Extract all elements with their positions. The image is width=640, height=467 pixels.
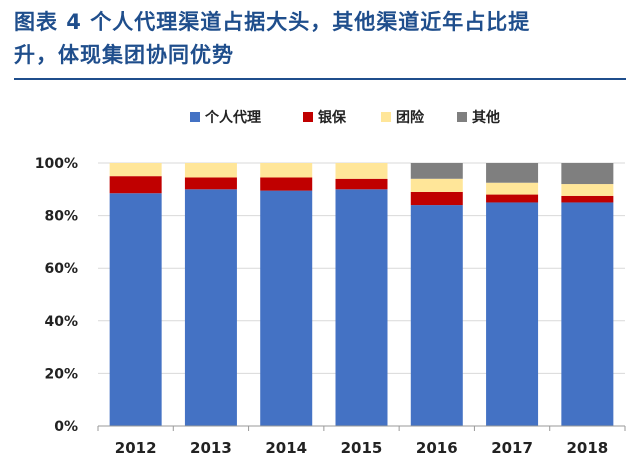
legend-swatch (190, 112, 200, 122)
legend-swatch (303, 112, 313, 122)
figure-heading-line-2: 升，体现集团协同优势 (14, 43, 234, 67)
bar-segment-2014 (260, 190, 313, 426)
x-tick-label: 2016 (416, 439, 458, 457)
bar-segment-2014 (260, 177, 313, 191)
y-axis: 0% 20% 40% 60% 80% 100% (35, 156, 78, 435)
x-tick-label: 2017 (491, 439, 533, 457)
figure-heading: 图表 4 个人代理渠道占据大头，其他渠道近年占比提 升，体现集团协同优势 (14, 6, 626, 72)
bar-segment-2016 (410, 163, 463, 179)
x-tick-label: 2015 (341, 439, 383, 457)
bar-segment-2016 (410, 205, 463, 426)
y-tick-label: 100% (35, 156, 78, 172)
x-tick-label: 2018 (566, 439, 608, 457)
x-tick-label: 2012 (115, 439, 157, 457)
bar-segment-2015 (335, 178, 388, 190)
bar-segment-2015 (335, 163, 388, 179)
bar-segment-2017 (486, 202, 539, 426)
bar-segment-2018 (561, 184, 614, 196)
bar-segment-2016 (410, 178, 463, 192)
y-tick-label: 0% (54, 419, 78, 435)
bar-segment-2012 (109, 193, 162, 426)
legend: 个人代理 银保 团险 其他 (190, 109, 500, 126)
x-tick-label: 2013 (190, 439, 232, 457)
legend-label: 其他 (472, 109, 500, 126)
bar-segment-2018 (561, 163, 614, 185)
y-tick-label: 60% (44, 261, 78, 277)
legend-label: 银保 (318, 109, 347, 126)
y-tick-label: 40% (44, 314, 78, 330)
bar-segment-2014 (260, 163, 313, 178)
bar-segment-2013 (184, 189, 237, 426)
heading-divider (14, 78, 626, 80)
bar-series (109, 163, 614, 426)
bar-segment-2013 (184, 177, 237, 190)
bar-segment-2018 (561, 195, 614, 203)
legend-swatch (381, 112, 391, 122)
bar-segment-2017 (486, 194, 539, 203)
bar-segment-2015 (335, 189, 388, 426)
x-axis: 2012 2013 2014 2015 2016 2017 2018 (97, 425, 626, 457)
figure-heading-line-1: 图表 4 个人代理渠道占据大头，其他渠道近年占比提 (14, 10, 531, 34)
legend-swatch (457, 112, 467, 122)
legend-label: 团险 (396, 109, 425, 126)
bar-segment-2012 (109, 176, 162, 194)
bar-segment-2012 (109, 163, 162, 177)
bar-segment-2016 (410, 191, 463, 206)
legend-label: 个人代理 (204, 109, 261, 126)
x-tick-label: 2014 (265, 439, 307, 457)
bar-segment-2013 (184, 163, 237, 178)
bar-segment-2018 (561, 202, 614, 426)
y-tick-label: 80% (44, 209, 78, 225)
bar-segment-2017 (486, 182, 539, 195)
bar-segment-2017 (486, 163, 539, 183)
y-tick-label: 20% (44, 366, 78, 382)
